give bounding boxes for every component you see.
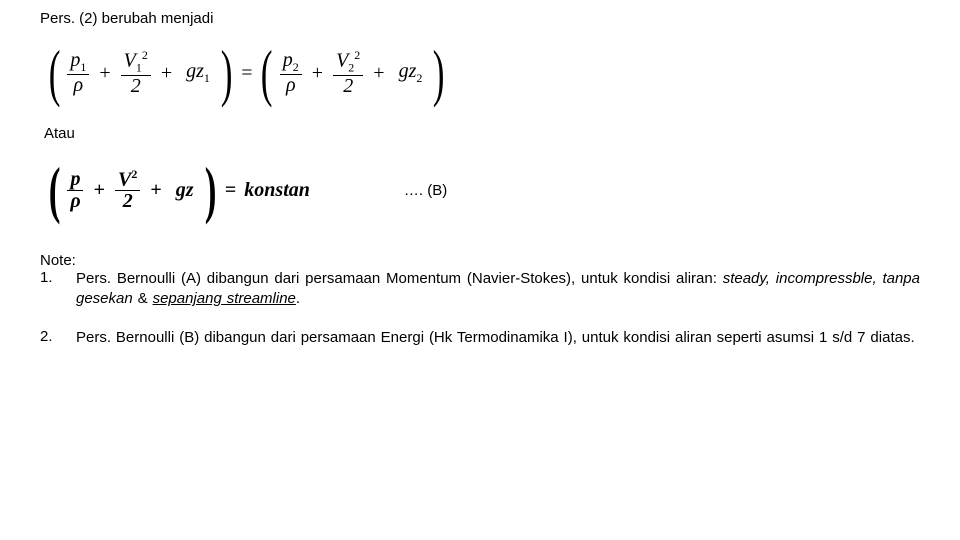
atau-text: Atau: [44, 125, 920, 142]
frac-p-over-rho: p ρ: [67, 169, 83, 212]
note-number: 1.: [40, 269, 58, 310]
right-paren: ): [433, 41, 445, 105]
equals-sign: =: [221, 179, 240, 202]
note-item-2: 2. Pers. Bernoulli (B) dibangun dari per…: [40, 328, 920, 348]
frac-p2-over-rho: p2 ρ: [280, 50, 302, 96]
right-paren: ): [221, 41, 233, 105]
term-gz2: gz2: [395, 60, 427, 86]
left-paren: (: [49, 41, 61, 105]
intro-text: Pers. (2) berubah menjadi: [40, 10, 920, 27]
note-text: Pers. Bernoulli (B) dibangun dari persam…: [76, 328, 920, 348]
right-paren: ): [204, 158, 216, 222]
term-gz: gz: [172, 179, 198, 202]
frac-v2sq-over-2: V22 2: [333, 49, 363, 96]
left-paren: (: [49, 158, 61, 222]
equals-sign: =: [237, 62, 256, 85]
note-block: Note: 1. Pers. Bernoulli (A) dibangun da…: [40, 252, 920, 348]
left-paren: (: [261, 41, 273, 105]
note-text: Pers. Bernoulli (A) dibangun dari persam…: [76, 269, 920, 310]
bernoulli-equation-2: ( p ρ + V2 2 + gz ) = konstan: [44, 158, 314, 222]
note-number: 2.: [40, 328, 58, 348]
term-konstan: konstan: [240, 179, 314, 202]
bernoulli-equation-1: ( p1 ρ + V12 2 + gz1 ) = ( p2 ρ + V22: [44, 41, 920, 105]
frac-v1sq-over-2: V12 2: [121, 49, 151, 96]
note-item-1: 1. Pers. Bernoulli (A) dibangun dari per…: [40, 269, 920, 310]
frac-p1-over-rho: p1 ρ: [67, 50, 89, 96]
note-label: Note:: [40, 252, 920, 269]
term-gz1: gz1: [182, 60, 214, 86]
frac-vsq-over-2: V2 2: [115, 168, 140, 213]
equation-tag-b: …. (B): [404, 182, 447, 199]
